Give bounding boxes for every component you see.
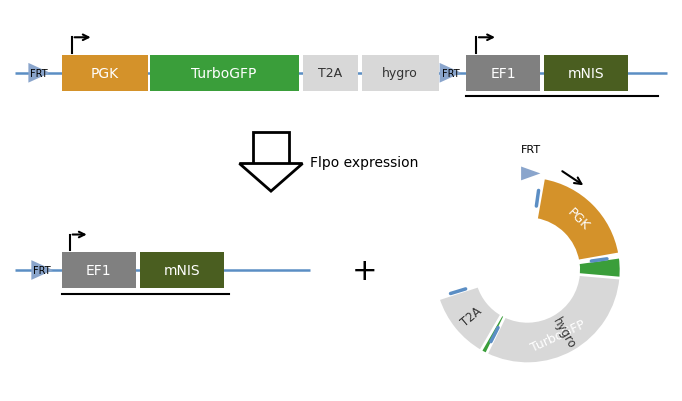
Text: T2A: T2A xyxy=(318,67,342,80)
Text: EF1: EF1 xyxy=(86,263,112,277)
Wedge shape xyxy=(536,178,620,261)
Bar xyxy=(466,56,540,91)
Wedge shape xyxy=(439,286,502,351)
Bar xyxy=(361,56,439,91)
Wedge shape xyxy=(486,275,621,364)
Text: PGK: PGK xyxy=(91,67,119,81)
Text: mNIS: mNIS xyxy=(567,67,604,81)
Wedge shape xyxy=(451,257,621,364)
Text: mNIS: mNIS xyxy=(164,263,200,277)
Polygon shape xyxy=(521,167,540,181)
Polygon shape xyxy=(440,64,461,83)
Polygon shape xyxy=(239,164,303,192)
Text: Flpo expression: Flpo expression xyxy=(310,155,419,169)
Polygon shape xyxy=(29,64,50,83)
Bar xyxy=(62,253,136,288)
Bar xyxy=(149,56,299,91)
Text: FRT: FRT xyxy=(33,265,51,275)
Bar xyxy=(140,253,224,288)
Text: FRT: FRT xyxy=(31,69,48,79)
Text: FRT: FRT xyxy=(520,144,541,154)
Text: T2A: T2A xyxy=(458,304,484,328)
Bar xyxy=(62,56,148,91)
Polygon shape xyxy=(31,261,53,280)
Bar xyxy=(303,56,358,91)
Text: FRT: FRT xyxy=(442,69,459,79)
Text: hygro: hygro xyxy=(550,315,578,351)
Bar xyxy=(544,56,628,91)
Text: TurboGFP: TurboGFP xyxy=(529,318,587,354)
Bar xyxy=(253,133,288,164)
Text: PGK: PGK xyxy=(565,206,592,233)
Text: +: + xyxy=(352,256,377,285)
Text: hygro: hygro xyxy=(383,67,418,80)
Text: EF1: EF1 xyxy=(490,67,516,81)
Text: TurboGFP: TurboGFP xyxy=(192,67,257,81)
